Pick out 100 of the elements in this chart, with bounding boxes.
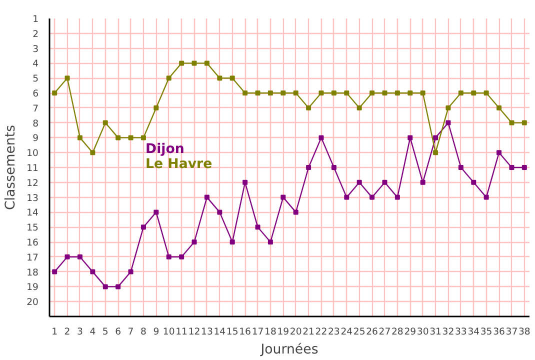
x-tick-label: 21 (302, 326, 315, 338)
y-tick-label: 18 (26, 267, 39, 278)
point (255, 224, 260, 230)
y-tick-label: 11 (26, 163, 39, 174)
y-tick-label: 15 (26, 222, 39, 234)
point (77, 135, 82, 140)
x-tick-label: 7 (128, 326, 134, 338)
point (77, 254, 82, 260)
point (408, 90, 413, 96)
point (420, 180, 426, 185)
point (356, 180, 362, 185)
x-tick-label: 6 (115, 326, 122, 338)
point (370, 90, 375, 96)
point (64, 254, 70, 260)
point (293, 90, 298, 96)
point (52, 90, 58, 96)
x-tick-label: 25 (353, 326, 366, 338)
x-tick-label: 5 (102, 326, 108, 338)
point (382, 90, 388, 96)
x-tick-label: 9 (153, 326, 160, 338)
point (268, 90, 273, 96)
point (306, 165, 312, 170)
point (102, 284, 108, 290)
x-tick-label: 23 (328, 326, 340, 338)
y-tick-label: 4 (32, 58, 39, 70)
point (230, 240, 235, 244)
point (166, 254, 172, 260)
y-tick-label: 14 (26, 208, 39, 219)
x-tick-label: 15 (226, 326, 238, 338)
x-tick-label: 34 (468, 326, 480, 338)
text: Dijon (146, 142, 184, 158)
point (496, 150, 502, 156)
point (179, 60, 184, 66)
y-tick-label: 2 (32, 28, 39, 40)
point (128, 135, 134, 140)
point (433, 135, 438, 140)
point (140, 135, 146, 140)
x-tick-label: 11 (176, 326, 188, 338)
point (217, 76, 222, 81)
x-tick-label: 12 (188, 326, 200, 338)
y-tick-label: 5 (32, 74, 39, 85)
y-tick-label: 1 (32, 14, 39, 25)
point (154, 105, 159, 110)
x-tick-label: 2 (64, 326, 70, 338)
point (458, 165, 464, 170)
point (331, 165, 336, 170)
point (509, 120, 514, 126)
point (394, 194, 400, 200)
point (230, 76, 235, 81)
point (242, 180, 248, 185)
x-tick-label: 14 (214, 326, 226, 338)
point (179, 254, 184, 260)
x-tick-label: 3 (77, 326, 84, 338)
x-tick-label: 13 (201, 326, 213, 338)
point (394, 90, 400, 96)
point (116, 284, 121, 290)
point (318, 90, 324, 96)
y-tick-label: 17 (26, 252, 39, 264)
point (420, 90, 426, 96)
x-tick-label: 30 (416, 326, 429, 338)
x-tick-label: 20 (290, 326, 302, 338)
point (509, 165, 514, 170)
y-tick-label: 3 (32, 44, 39, 55)
point (484, 194, 489, 200)
x-tick-label: 10 (162, 326, 175, 338)
x-tick-label: 32 (442, 326, 454, 338)
point (356, 105, 362, 110)
y-tick-label: 7 (32, 103, 39, 114)
point (90, 269, 96, 274)
x-tick-label: 31 (430, 326, 442, 338)
x-tick-label: 16 (239, 326, 252, 338)
point (293, 210, 298, 215)
point (331, 90, 336, 96)
x-tick-label: 22 (315, 326, 328, 338)
series-label: Le Havre (146, 157, 212, 172)
point (90, 150, 96, 156)
x-tick-label: 26 (366, 326, 378, 338)
y-tick-label: 6 (32, 88, 39, 100)
x-tick-label: 29 (404, 326, 416, 338)
point (52, 269, 58, 274)
y-tick-label: 10 (26, 148, 39, 160)
point (370, 194, 375, 200)
point (204, 194, 210, 200)
point (280, 90, 286, 96)
point (268, 240, 273, 244)
point (446, 105, 451, 110)
x-tick-label: 38 (518, 326, 530, 338)
point (204, 60, 210, 66)
y-tick-label: 8 (32, 118, 39, 130)
point (192, 240, 197, 244)
x-tick-label: 27 (378, 326, 391, 338)
y-tick-label: 16 (26, 238, 39, 248)
point (408, 135, 413, 140)
x-tick-label: 8 (140, 326, 146, 338)
point (522, 120, 527, 126)
point (128, 269, 134, 274)
x-tick-label: 17 (252, 326, 264, 338)
x-axis-title: Journées (260, 342, 318, 358)
point (471, 180, 476, 185)
point (64, 76, 70, 81)
